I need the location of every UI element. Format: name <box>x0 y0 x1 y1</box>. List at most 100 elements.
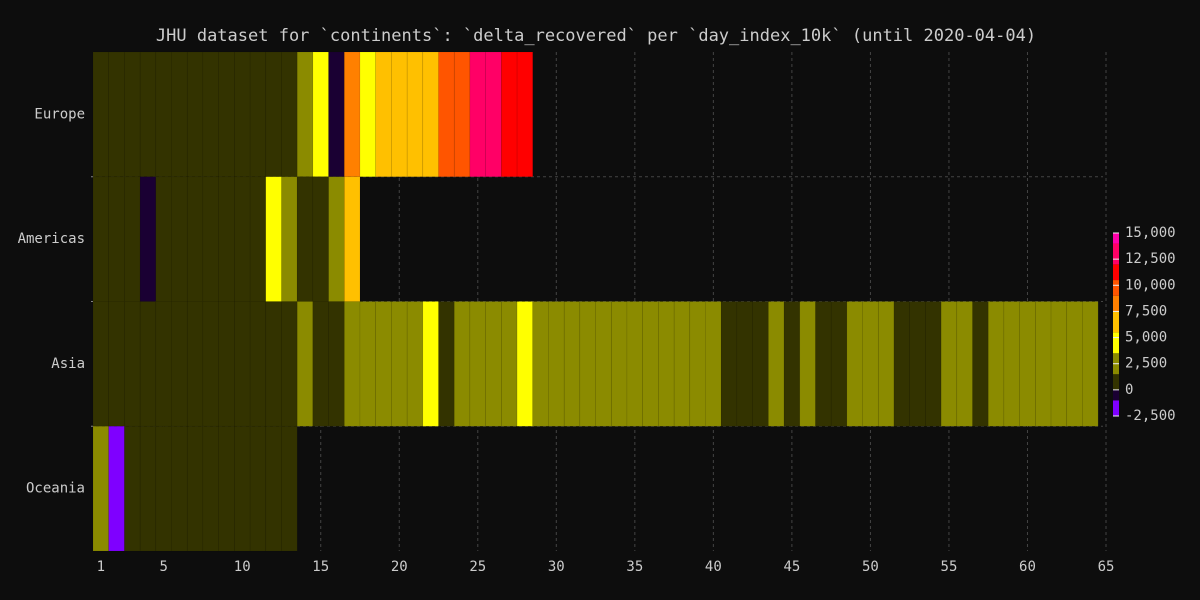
heat-cell <box>877 301 895 427</box>
colorbar-tick-label: 5,000 <box>1125 330 1167 346</box>
heat-cell <box>202 425 219 552</box>
heat-cell <box>139 176 157 302</box>
heat-cell <box>92 51 110 178</box>
heat-cell <box>139 51 157 178</box>
heat-cell <box>532 301 549 427</box>
heat-cell <box>548 301 565 427</box>
heat-cell <box>171 425 188 552</box>
heat-cell <box>202 301 219 427</box>
heat-cell <box>108 176 125 302</box>
x-tick-label: 15 <box>312 559 329 575</box>
heat-cell <box>799 301 816 427</box>
heat-cell <box>92 301 110 427</box>
heat-cell <box>171 176 188 302</box>
heat-cell <box>124 176 141 302</box>
colorbar-segment <box>1113 332 1119 354</box>
heat-cell <box>234 301 251 427</box>
x-tick-label: 50 <box>862 559 879 575</box>
heat-cell <box>375 51 392 178</box>
heat-cell <box>281 51 298 178</box>
heat-cell <box>485 301 502 427</box>
x-tick-label: 10 <box>234 559 251 575</box>
heat-cell <box>516 51 534 178</box>
heat-cell <box>453 51 471 178</box>
heat-cell <box>92 176 110 302</box>
heat-cell <box>108 301 125 427</box>
heat-cell <box>846 301 863 427</box>
heat-cell <box>940 301 958 427</box>
x-tick-label: 45 <box>783 559 800 575</box>
heat-cell <box>281 176 298 302</box>
heat-cell <box>1019 301 1036 427</box>
heat-cell <box>249 176 267 302</box>
heat-cell <box>249 301 267 427</box>
heat-cell <box>516 301 534 427</box>
colorbar-tick-label: 12,500 <box>1125 251 1176 267</box>
heat-cell <box>124 425 141 552</box>
x-tick-label: 60 <box>1019 559 1036 575</box>
heat-cell <box>296 301 314 427</box>
heat-cell <box>705 301 722 427</box>
heat-cell <box>202 51 219 178</box>
heat-cell <box>92 425 110 552</box>
colorbar-tick-label: 7,500 <box>1125 303 1167 319</box>
x-tick-label: 65 <box>1098 559 1115 575</box>
colorbar-tick-label: -2,500 <box>1125 408 1176 424</box>
heat-cell <box>108 425 125 552</box>
heat-cell <box>296 176 314 302</box>
x-tick-label: 25 <box>469 559 486 575</box>
colorbar-segment <box>1113 400 1119 416</box>
colorbar-segment <box>1113 280 1119 296</box>
colorbar-segment <box>1113 243 1119 265</box>
heat-cell <box>1035 301 1052 427</box>
heat-cell <box>453 301 471 427</box>
x-tick-label: 40 <box>705 559 722 575</box>
heat-cell <box>265 176 282 302</box>
colorbar-tick-label: 10,000 <box>1125 277 1176 293</box>
x-tick-label: 20 <box>391 559 408 575</box>
heat-cell <box>501 51 518 178</box>
heat-cell <box>155 425 172 552</box>
heat-cell <box>312 301 329 427</box>
heat-cell <box>1082 301 1099 427</box>
heat-cell <box>343 176 361 302</box>
heat-cell <box>438 301 455 427</box>
heat-cell <box>139 425 157 552</box>
colorbar-segment <box>1113 389 1119 401</box>
colorbar-segment <box>1113 264 1119 281</box>
y-tick-label: Oceania <box>26 481 85 497</box>
heat-cell <box>328 176 345 302</box>
heat-cell <box>265 51 282 178</box>
heat-cell <box>202 176 219 302</box>
heat-cell <box>987 301 1005 427</box>
heat-cell <box>391 51 408 178</box>
heat-cell <box>359 301 376 427</box>
heat-cell <box>281 301 298 427</box>
y-tick-label: Asia <box>51 356 85 372</box>
heat-cell <box>296 51 314 178</box>
heat-cell <box>265 301 282 427</box>
heat-cell <box>720 301 738 427</box>
heat-cell <box>343 301 361 427</box>
heat-cell <box>234 425 251 552</box>
heat-cell <box>281 425 298 552</box>
heat-cell <box>501 301 518 427</box>
heat-cell <box>689 301 706 427</box>
heat-cell <box>343 51 361 178</box>
heat-cell <box>815 301 832 427</box>
colorbar-segment <box>1113 311 1119 333</box>
heat-cell <box>124 51 141 178</box>
heat-cell <box>171 51 188 178</box>
chart-title: JHU dataset for `continents`: `delta_rec… <box>156 26 1036 46</box>
heat-cell <box>155 51 172 178</box>
heat-cell <box>186 425 204 552</box>
heat-cell <box>830 301 848 427</box>
heat-cell <box>375 301 392 427</box>
heat-cell <box>768 301 785 427</box>
heat-cell <box>626 301 643 427</box>
heat-cell <box>186 51 204 178</box>
heat-cell <box>359 51 376 178</box>
heat-cell <box>234 51 251 178</box>
